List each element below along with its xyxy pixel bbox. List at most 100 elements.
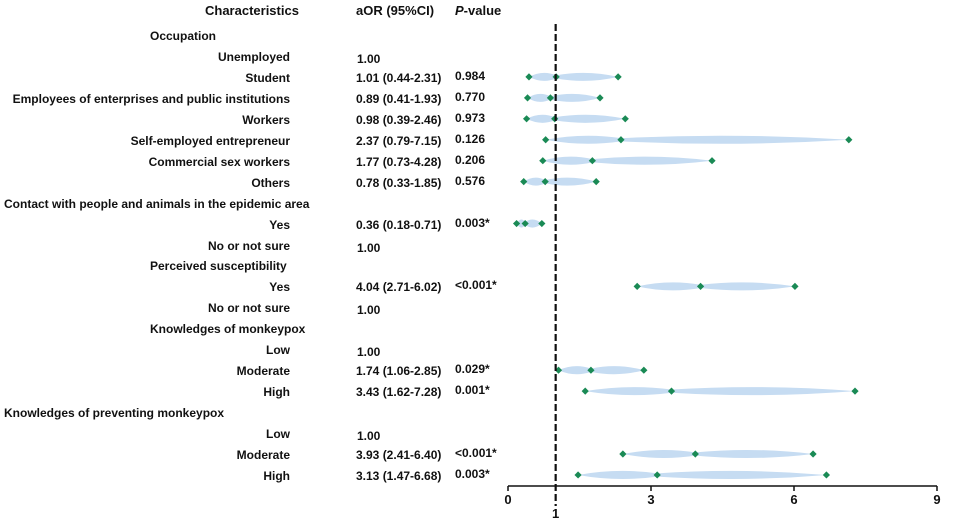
ci-band (637, 282, 795, 291)
group-heading: Perceived susceptibility (150, 259, 287, 274)
row-aor: 3.43 (1.62-7.28) (356, 385, 442, 400)
row-p-value: 0.126 (455, 131, 486, 146)
or-marker (546, 94, 555, 102)
row-aor: 1.74 (1.06-2.85) (356, 364, 442, 379)
x-tick-label: 9 (933, 492, 940, 507)
ci-upper-marker (809, 450, 817, 458)
ci-band (523, 177, 597, 186)
row-p-value: 0.003* (455, 215, 490, 230)
row-aor: 1.00 (357, 429, 381, 444)
group-heading: Occupation (150, 29, 217, 43)
ci-upper-marker (851, 387, 859, 395)
ci-upper-marker (592, 178, 600, 186)
ci-lower-marker (581, 387, 589, 395)
ci-band (542, 156, 713, 165)
row-aor: 1.00 (357, 345, 381, 360)
row-p-value: 0.206 (455, 152, 486, 167)
reference-label: 1 (552, 506, 559, 520)
row-label: Low (266, 427, 290, 442)
ci-band (578, 470, 827, 479)
ci-upper-marker (708, 157, 716, 165)
row-p-value: <0.001* (455, 278, 497, 293)
ci-band (528, 72, 619, 81)
ci-lower-marker (619, 450, 627, 458)
row-label: Moderate (236, 448, 290, 462)
row-label: Self-employed entrepreneur (130, 133, 290, 148)
ci-lower-marker (633, 282, 641, 290)
ci-lower-marker (542, 136, 550, 144)
or-marker (521, 219, 529, 228)
row-p-value: <0.001* (455, 446, 497, 460)
ci-upper-marker (621, 115, 629, 123)
ci-lower-marker (525, 73, 533, 81)
ci-upper-marker (614, 73, 622, 81)
ci-band (585, 387, 856, 396)
or-marker (653, 471, 661, 479)
row-label: Moderate (236, 364, 290, 379)
group-heading: Contact with people and animals in the e… (4, 196, 310, 211)
row-label: High (263, 468, 290, 483)
row-p-value: 0.003* (455, 466, 490, 481)
x-tick-label: 3 (647, 492, 654, 507)
or-marker (587, 366, 595, 374)
ci-upper-marker (640, 366, 648, 374)
row-aor: 0.78 (0.33-1.85) (356, 175, 442, 190)
or-marker (667, 387, 676, 395)
header-aor: aOR (95%CI) (356, 3, 435, 18)
row-label: No or not sure (207, 301, 290, 316)
row-aor: 2.37 (0.79-7.15) (356, 133, 442, 148)
row-aor: 1.77 (0.73-4.28) (356, 154, 442, 169)
ci-band (527, 93, 600, 102)
row-label: Unemployed (217, 49, 290, 64)
ci-lower-marker (574, 471, 582, 479)
ci-lower-marker (523, 94, 532, 102)
row-label: No or not sure (207, 238, 290, 253)
or-marker (541, 178, 549, 186)
row-aor: 0.98 (0.39-2.46) (356, 112, 442, 127)
row-label: Workers (242, 112, 290, 127)
or-marker (617, 136, 625, 144)
row-aor: 1.01 (0.44-2.31) (356, 70, 442, 85)
or-marker (696, 282, 705, 290)
ci-lower-marker (522, 115, 531, 123)
row-p-value: 0.576 (455, 173, 486, 188)
row-aor: 1.00 (357, 303, 381, 318)
group-heading: Knowledges of monkeypox (150, 322, 306, 337)
ci-band (622, 449, 814, 459)
row-label: Others (251, 175, 290, 190)
row-label: Yes (269, 217, 290, 232)
row-label: Commercial sex workers (148, 154, 290, 169)
row-p-value: 0.770 (455, 89, 486, 104)
row-p-value: 0.984 (455, 68, 486, 83)
ci-upper-marker (822, 471, 831, 479)
ci-upper-marker (845, 136, 853, 144)
row-aor: 0.89 (0.41-1.93) (356, 91, 442, 106)
or-marker (588, 157, 596, 165)
ci-band (545, 135, 849, 144)
row-aor: 0.36 (0.18-0.71) (356, 217, 442, 232)
header-p-value: P-value (455, 3, 501, 18)
ci-band (558, 366, 644, 375)
ci-lower-marker (512, 219, 521, 228)
group-heading: Knowledges of preventing monkeypox (4, 406, 225, 421)
row-aor: 1.00 (357, 240, 381, 255)
ci-lower-marker (539, 157, 547, 165)
ci-upper-marker (596, 94, 604, 102)
row-label: Employees of enterprises and public inst… (12, 91, 290, 106)
ci-band (516, 219, 542, 228)
header-characteristics: Characteristics (205, 3, 299, 18)
x-tick-label: 0 (504, 492, 511, 507)
row-label: High (263, 385, 290, 400)
row-p-value: 0.001* (455, 383, 490, 398)
row-label: Student (245, 70, 290, 85)
row-aor: 4.04 (2.71-6.02) (356, 280, 442, 295)
row-aor: 3.13 (1.47-6.68) (356, 468, 442, 483)
x-tick-label: 6 (790, 492, 797, 507)
row-aor: 1.00 (357, 51, 381, 66)
ci-lower-marker (554, 366, 563, 374)
header-p-rest: -value (463, 3, 502, 18)
or-marker (691, 450, 699, 458)
header-p-letter: P (455, 3, 464, 18)
row-aor: 3.93 (2.41-6.40) (356, 448, 442, 462)
row-label: Yes (269, 280, 290, 295)
